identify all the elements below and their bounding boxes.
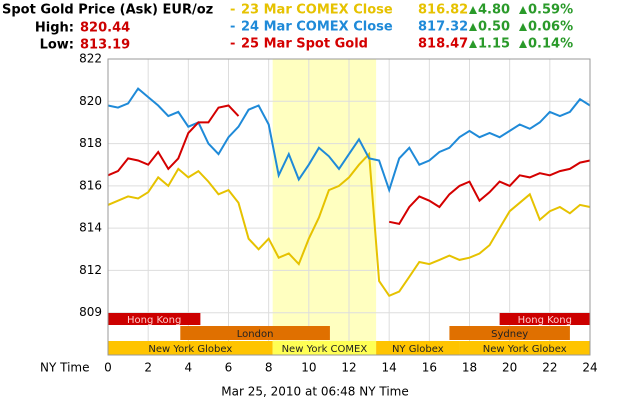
y-tick-label: 816 <box>79 178 102 192</box>
session-label: New York Globex <box>483 344 567 355</box>
session-label: Sydney <box>491 329 528 340</box>
session-label: NY Globex <box>392 344 444 355</box>
y-tick-label: 820 <box>79 94 102 108</box>
y-tick-label: 818 <box>79 136 102 150</box>
x-tick-label: 22 <box>542 361 557 375</box>
session-bar <box>499 313 590 325</box>
series-line <box>107 87 591 194</box>
session-bar <box>108 313 201 325</box>
plot-border <box>107 58 591 356</box>
y-tick-label: 812 <box>79 263 102 277</box>
x-tick-label: 2 <box>144 361 152 375</box>
x-tick-label: 14 <box>382 361 397 375</box>
session-label: Hong Kong <box>127 315 181 326</box>
legend-name: 25 Mar Spot Gold <box>241 37 368 52</box>
session-label: New York Globex <box>148 344 232 355</box>
x-axis-label: NY Time <box>40 361 90 375</box>
footer: Mar 25, 2010 at 06:48 NY Time <box>221 385 408 399</box>
session-label: Hong Kong <box>518 315 572 326</box>
legend-dash: - <box>230 37 235 52</box>
up-arrow <box>469 6 477 14</box>
chart-title: Spot Gold Price (Ask) EUR/oz <box>2 3 213 18</box>
legend-change: 1.15 <box>478 37 510 52</box>
legend-dash: - <box>230 3 235 18</box>
legend-close: 816.82 <box>418 3 468 18</box>
x-tick-label: 16 <box>422 361 437 375</box>
session-bar <box>459 341 590 355</box>
session-bar <box>108 341 273 355</box>
high-value: 820.44 <box>80 21 130 36</box>
x-tick-label: 20 <box>502 361 517 375</box>
legend-close: 817.32 <box>418 20 468 35</box>
session-bar <box>272 341 377 355</box>
y-tick-label: 822 <box>79 52 102 66</box>
legend-dash: - <box>230 20 235 35</box>
x-tick-label: 6 <box>225 361 233 375</box>
session-bar <box>449 326 570 340</box>
series-line <box>107 151 591 298</box>
x-tick-label: 24 <box>582 361 597 375</box>
up-arrow <box>519 23 527 31</box>
low-label: Low: <box>40 38 74 53</box>
up-arrow <box>519 40 527 48</box>
session-bar <box>180 326 330 340</box>
up-arrow <box>469 40 477 48</box>
highlight-band <box>272 59 377 355</box>
legend-close: 818.47 <box>418 37 468 52</box>
session-label: London <box>237 329 274 340</box>
session-label: New York COMEX <box>282 344 368 355</box>
legend-change-pct: 0.59% <box>528 3 573 18</box>
low-value: 813.19 <box>80 38 130 53</box>
x-tick-label: 8 <box>265 361 273 375</box>
x-tick-label: 10 <box>301 361 316 375</box>
x-tick-label: 4 <box>185 361 193 375</box>
legend-change-pct: 0.14% <box>528 37 573 52</box>
session-bar <box>376 341 460 355</box>
series-line <box>107 104 591 226</box>
x-tick-label: 0 <box>104 361 112 375</box>
x-tick-label: 18 <box>462 361 477 375</box>
legend-change: 4.80 <box>478 3 510 18</box>
legend-name: 23 Mar COMEX Close <box>241 3 393 18</box>
legend-change: 0.50 <box>478 20 510 35</box>
y-tick-label: 809 <box>79 305 102 319</box>
legend-change-pct: 0.06% <box>528 20 573 35</box>
up-arrow <box>469 23 477 31</box>
y-tick-label: 814 <box>79 221 102 235</box>
legend-name: 24 Mar COMEX Close <box>241 20 393 35</box>
x-tick-label: 12 <box>341 361 356 375</box>
high-label: High: <box>35 21 74 36</box>
up-arrow <box>519 6 527 14</box>
